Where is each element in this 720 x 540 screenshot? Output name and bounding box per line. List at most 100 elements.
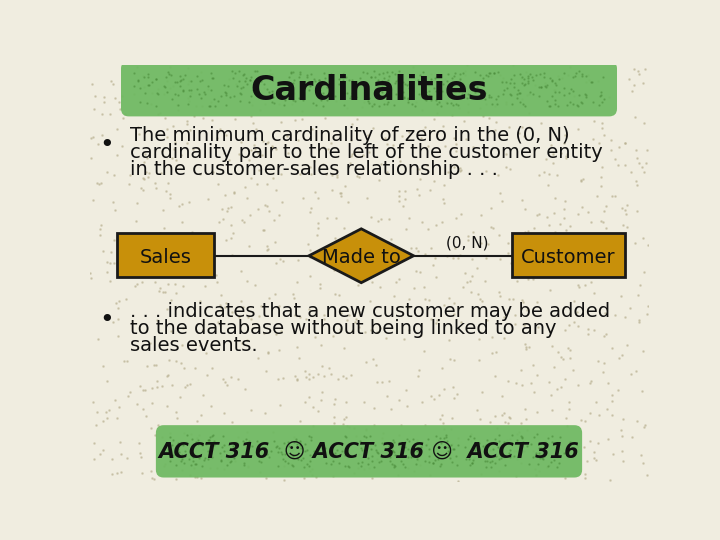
Point — [246, 442, 257, 450]
Point — [171, 101, 182, 110]
Point — [471, 264, 482, 273]
Point — [397, 87, 408, 96]
Point — [394, 444, 405, 453]
Point — [207, 167, 219, 176]
Point — [487, 223, 499, 232]
Point — [238, 218, 249, 227]
Point — [294, 440, 305, 449]
Point — [566, 233, 577, 241]
Point — [109, 396, 121, 404]
Point — [454, 86, 465, 95]
Point — [549, 87, 560, 96]
Point — [526, 73, 538, 82]
Point — [418, 347, 430, 355]
Point — [544, 101, 555, 110]
Text: Customer: Customer — [521, 248, 616, 267]
Point — [333, 75, 345, 83]
Point — [289, 97, 300, 106]
Point — [208, 441, 220, 450]
Point — [420, 440, 432, 449]
Point — [125, 388, 136, 397]
Point — [148, 475, 160, 483]
Point — [546, 406, 557, 414]
Point — [358, 431, 369, 440]
Point — [249, 145, 261, 153]
Point — [245, 406, 256, 414]
Point — [165, 84, 176, 92]
Point — [85, 153, 96, 162]
Point — [275, 401, 287, 409]
Point — [557, 241, 568, 249]
Point — [315, 96, 327, 104]
Point — [273, 302, 284, 310]
Point — [237, 71, 248, 79]
Point — [240, 74, 251, 83]
Point — [334, 188, 346, 197]
Point — [563, 398, 575, 407]
Point — [294, 313, 306, 321]
Point — [606, 247, 618, 255]
Point — [635, 451, 647, 460]
Point — [240, 435, 252, 444]
Point — [431, 87, 442, 96]
Point — [229, 115, 240, 124]
Point — [629, 81, 640, 90]
Point — [166, 441, 177, 449]
Point — [135, 184, 147, 193]
Point — [516, 296, 528, 305]
Point — [502, 419, 513, 428]
Point — [289, 433, 300, 441]
Text: in the customer-sales relationship . . .: in the customer-sales relationship . . . — [130, 160, 498, 179]
Point — [393, 430, 405, 439]
Point — [411, 436, 423, 444]
Point — [91, 179, 103, 187]
Point — [330, 92, 341, 100]
Point — [639, 420, 651, 429]
Point — [455, 210, 467, 218]
Point — [115, 468, 127, 477]
Point — [336, 440, 348, 448]
Point — [194, 76, 206, 85]
Point — [616, 432, 628, 441]
Point — [271, 259, 282, 267]
Point — [199, 258, 211, 267]
Point — [313, 77, 325, 85]
Point — [207, 73, 219, 82]
Point — [152, 382, 163, 391]
Point — [499, 313, 510, 321]
Point — [107, 469, 118, 478]
Point — [170, 356, 181, 365]
Point — [181, 119, 192, 128]
Point — [560, 153, 572, 162]
Point — [243, 98, 255, 106]
Point — [301, 372, 312, 381]
Point — [191, 460, 202, 469]
Point — [444, 454, 456, 462]
Point — [532, 323, 544, 332]
Point — [526, 439, 537, 448]
Point — [279, 457, 291, 465]
Point — [559, 197, 571, 206]
Point — [449, 356, 460, 364]
Point — [270, 443, 282, 451]
Point — [175, 440, 186, 449]
Point — [430, 220, 441, 229]
Point — [387, 460, 398, 469]
Point — [219, 409, 230, 417]
Point — [424, 186, 436, 194]
Point — [176, 76, 187, 84]
Point — [403, 437, 415, 445]
Point — [343, 75, 354, 84]
Point — [518, 132, 530, 140]
Point — [97, 247, 109, 255]
Point — [606, 390, 618, 399]
Point — [527, 90, 539, 98]
Point — [203, 102, 215, 110]
Point — [495, 188, 506, 197]
Point — [531, 231, 543, 240]
Point — [527, 76, 539, 84]
Point — [143, 239, 155, 248]
Point — [413, 90, 425, 99]
Point — [436, 410, 448, 419]
Point — [456, 90, 468, 98]
